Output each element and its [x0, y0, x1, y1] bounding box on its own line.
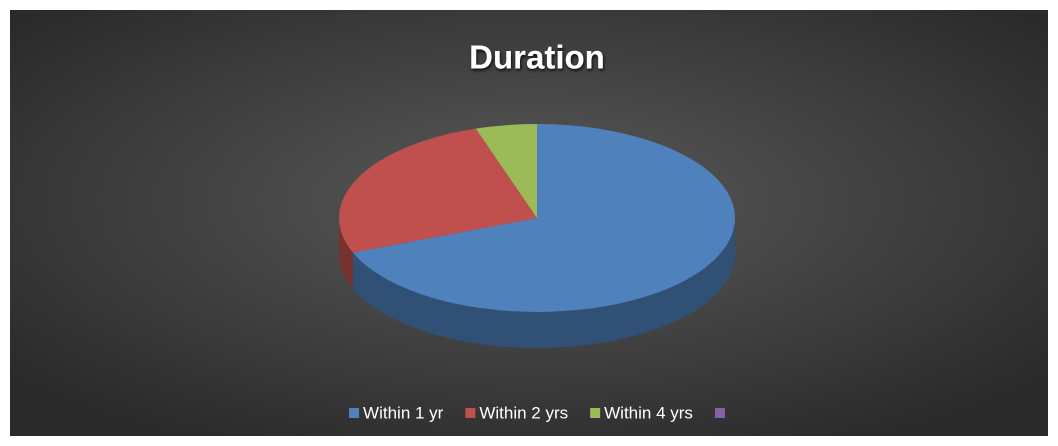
- legend-marker: [590, 408, 601, 418]
- pie-side: [352, 218, 735, 348]
- legend-label: Within 1 yr: [363, 403, 444, 422]
- legend-label: Within 2 yrs: [479, 403, 568, 422]
- legend-marker: [714, 408, 725, 418]
- pie-slice: [339, 128, 537, 253]
- legend-label: Within 4 yrs: [604, 403, 693, 422]
- pie-slice: [475, 124, 537, 218]
- pie-slice: [352, 124, 735, 312]
- legend-marker: [349, 408, 360, 418]
- pie-side: [339, 218, 353, 289]
- chart-title: Duration: [469, 39, 605, 76]
- legend-marker: [465, 408, 476, 418]
